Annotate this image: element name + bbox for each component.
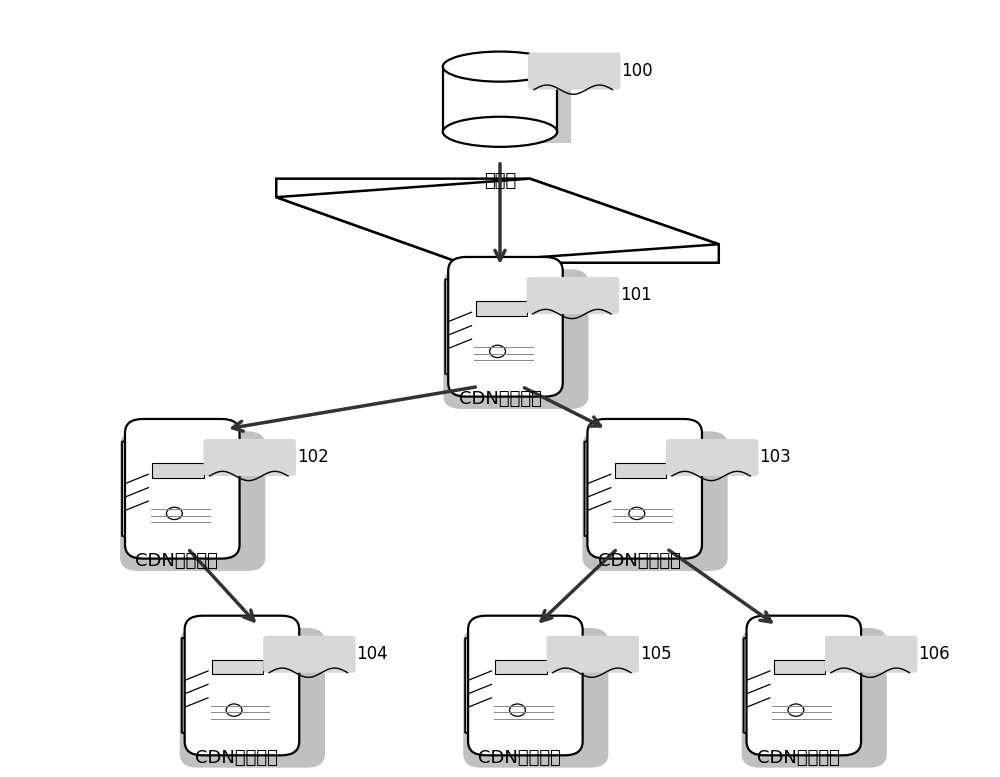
- Circle shape: [166, 507, 182, 520]
- Polygon shape: [774, 660, 825, 674]
- FancyBboxPatch shape: [583, 431, 728, 571]
- FancyBboxPatch shape: [120, 431, 265, 571]
- Text: CDN第一节点: CDN第一节点: [459, 390, 541, 409]
- Polygon shape: [276, 179, 719, 263]
- Ellipse shape: [443, 51, 557, 82]
- FancyBboxPatch shape: [203, 439, 296, 476]
- Polygon shape: [615, 463, 666, 478]
- Circle shape: [629, 507, 645, 520]
- FancyBboxPatch shape: [180, 628, 325, 768]
- FancyBboxPatch shape: [125, 419, 240, 559]
- Text: 100: 100: [622, 62, 653, 80]
- FancyBboxPatch shape: [587, 419, 702, 559]
- Polygon shape: [182, 629, 212, 741]
- FancyBboxPatch shape: [547, 636, 639, 673]
- Text: CDN第五节点: CDN第五节点: [478, 749, 561, 767]
- Ellipse shape: [443, 117, 557, 147]
- FancyBboxPatch shape: [825, 636, 917, 673]
- Polygon shape: [122, 433, 153, 545]
- Polygon shape: [212, 660, 263, 674]
- FancyBboxPatch shape: [747, 615, 861, 755]
- Polygon shape: [276, 179, 719, 263]
- Circle shape: [788, 704, 804, 716]
- Text: 数据源: 数据源: [484, 172, 516, 190]
- Ellipse shape: [457, 62, 571, 92]
- FancyBboxPatch shape: [527, 277, 619, 314]
- Text: 105: 105: [640, 645, 672, 664]
- Text: CDN第二节点: CDN第二节点: [135, 552, 218, 570]
- Text: 103: 103: [759, 448, 791, 466]
- Polygon shape: [445, 271, 476, 383]
- Text: CDN第六节点: CDN第六节点: [757, 749, 840, 767]
- Text: CDN第三节点: CDN第三节点: [598, 552, 681, 570]
- FancyBboxPatch shape: [448, 257, 563, 396]
- Text: 102: 102: [297, 448, 329, 466]
- FancyBboxPatch shape: [463, 628, 608, 768]
- Text: CDN第四节点: CDN第四节点: [195, 749, 278, 767]
- Polygon shape: [465, 629, 496, 741]
- Polygon shape: [744, 629, 774, 741]
- Polygon shape: [495, 660, 547, 674]
- Polygon shape: [443, 67, 557, 132]
- FancyBboxPatch shape: [263, 636, 356, 673]
- Circle shape: [510, 704, 525, 716]
- Circle shape: [226, 704, 242, 716]
- Text: 101: 101: [620, 287, 652, 305]
- FancyBboxPatch shape: [468, 615, 583, 755]
- Polygon shape: [457, 78, 571, 143]
- FancyBboxPatch shape: [185, 615, 299, 755]
- Polygon shape: [476, 301, 527, 315]
- FancyBboxPatch shape: [666, 439, 758, 476]
- Text: 104: 104: [357, 645, 388, 664]
- Text: 106: 106: [918, 645, 950, 664]
- Circle shape: [490, 345, 506, 357]
- Polygon shape: [585, 433, 615, 545]
- Polygon shape: [152, 463, 204, 478]
- FancyBboxPatch shape: [742, 628, 887, 768]
- FancyBboxPatch shape: [528, 53, 621, 89]
- FancyBboxPatch shape: [443, 270, 589, 409]
